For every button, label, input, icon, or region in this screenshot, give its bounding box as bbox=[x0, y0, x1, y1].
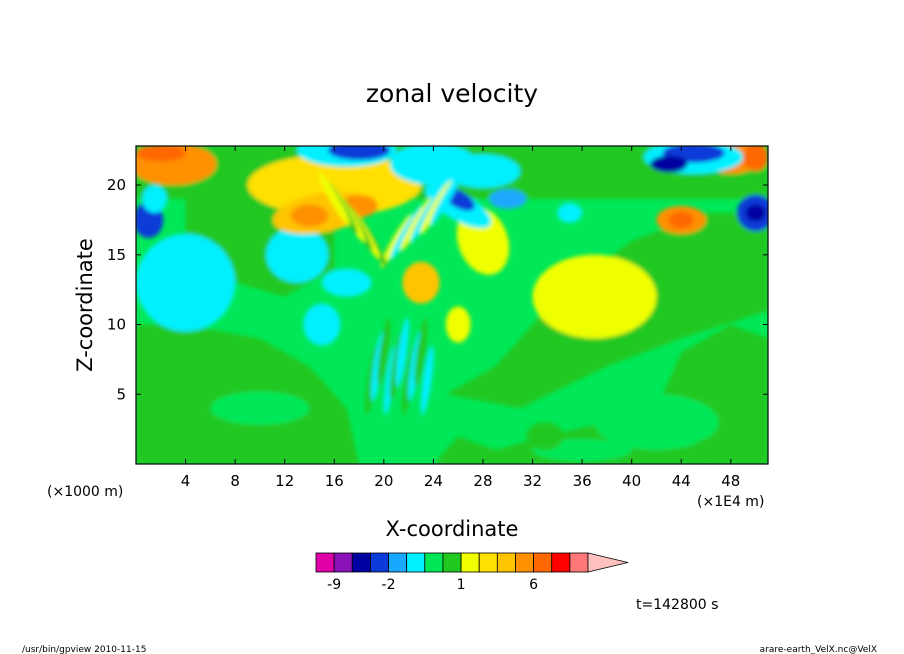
colorbar-swatch bbox=[333, 552, 353, 573]
x-tick-label: 20 bbox=[374, 472, 393, 490]
y-tick-label: 10 bbox=[107, 316, 126, 334]
colorbar-tick-label: -2 bbox=[382, 577, 396, 593]
field-region bbox=[318, 172, 351, 226]
field-region bbox=[328, 146, 391, 160]
x-tick-label: 32 bbox=[523, 472, 542, 490]
field-region bbox=[743, 146, 768, 172]
colorbar-tick-label: 1 bbox=[457, 577, 466, 593]
colorbar-swatch bbox=[388, 552, 408, 573]
field-region bbox=[402, 261, 440, 304]
field-region bbox=[445, 306, 471, 343]
footer-left: /usr/bin/gpview 2010-11-15 bbox=[22, 645, 146, 654]
field-region bbox=[290, 204, 329, 227]
field-region bbox=[321, 268, 372, 297]
field-region bbox=[430, 172, 462, 226]
field-region bbox=[489, 189, 527, 209]
x-tick-label: 44 bbox=[672, 472, 691, 490]
field-region bbox=[414, 317, 428, 387]
field-region bbox=[693, 438, 719, 462]
colorbar-swatch bbox=[369, 552, 389, 573]
x-unit-label-right: (×1E4 m) bbox=[697, 494, 764, 510]
colorbar-tick-label: 6 bbox=[529, 577, 538, 593]
x-tick-label: 36 bbox=[573, 472, 592, 490]
y-axis: 5 10 15 20 bbox=[107, 176, 768, 403]
field-region bbox=[668, 211, 694, 229]
field-region bbox=[631, 226, 744, 325]
x-tick-label: 8 bbox=[230, 472, 240, 490]
colorbar-swatch bbox=[478, 552, 498, 573]
x-axis: 4 8 12 16 20 24 28 32 36 40 44 48 bbox=[181, 146, 740, 490]
chart-title: zonal velocity bbox=[366, 79, 538, 108]
y-axis-label: Z-coordinate bbox=[73, 238, 97, 372]
field-region bbox=[247, 154, 422, 216]
field-region bbox=[395, 317, 409, 387]
field-region bbox=[650, 155, 688, 173]
colorbar-swatch bbox=[460, 552, 480, 573]
field-region bbox=[532, 254, 657, 339]
y-tick-label: 20 bbox=[107, 176, 126, 194]
field-region bbox=[136, 146, 186, 162]
field-region bbox=[210, 391, 310, 425]
field-region bbox=[745, 204, 766, 222]
x-tick-label: 40 bbox=[622, 472, 641, 490]
x-axis-label: X-coordinate bbox=[386, 517, 519, 541]
field-region bbox=[266, 226, 329, 283]
footer-right: arare-earth_VelX.nc@VelX bbox=[760, 645, 877, 654]
x-tick-label: 16 bbox=[325, 472, 344, 490]
plot-frame bbox=[135, 145, 769, 465]
colorbar-swatch bbox=[533, 552, 553, 573]
colorbar-tick-label: -9 bbox=[327, 577, 341, 593]
y-tick-label: 15 bbox=[107, 246, 126, 264]
field-region bbox=[377, 317, 391, 387]
y-tick-label: 5 bbox=[116, 385, 126, 403]
x-tick-label: 28 bbox=[473, 472, 492, 490]
field-region bbox=[445, 154, 521, 188]
field-region bbox=[557, 203, 583, 223]
colorbar-swatch bbox=[351, 552, 371, 573]
x-tick-label: 4 bbox=[181, 472, 191, 490]
colorbar-swatch bbox=[496, 552, 516, 573]
x-tick-label: 48 bbox=[721, 472, 740, 490]
colorbar-swatch bbox=[551, 552, 571, 573]
colorbar-swatch bbox=[424, 552, 444, 573]
field-region bbox=[420, 345, 434, 415]
field-region bbox=[136, 233, 236, 332]
colorbar-swatch bbox=[569, 552, 589, 573]
colorbar: -9 -2 1 6 bbox=[315, 552, 629, 593]
colorbar-swatch bbox=[442, 552, 462, 573]
field-region bbox=[303, 303, 341, 346]
plot-area bbox=[136, 146, 768, 464]
field-region bbox=[142, 185, 167, 213]
x-tick-label: 24 bbox=[424, 472, 443, 490]
x-tick-label: 12 bbox=[275, 472, 294, 490]
colorbar-extend-arrow bbox=[587, 552, 629, 573]
time-label: t=142800 s bbox=[636, 597, 718, 613]
colorbar-swatch bbox=[315, 552, 335, 573]
x-unit-label: (×1000 m) bbox=[47, 484, 123, 500]
colorbar-swatch bbox=[515, 552, 535, 573]
field-region bbox=[526, 422, 564, 451]
field-region bbox=[594, 394, 719, 451]
colorbar-swatch bbox=[406, 552, 426, 573]
